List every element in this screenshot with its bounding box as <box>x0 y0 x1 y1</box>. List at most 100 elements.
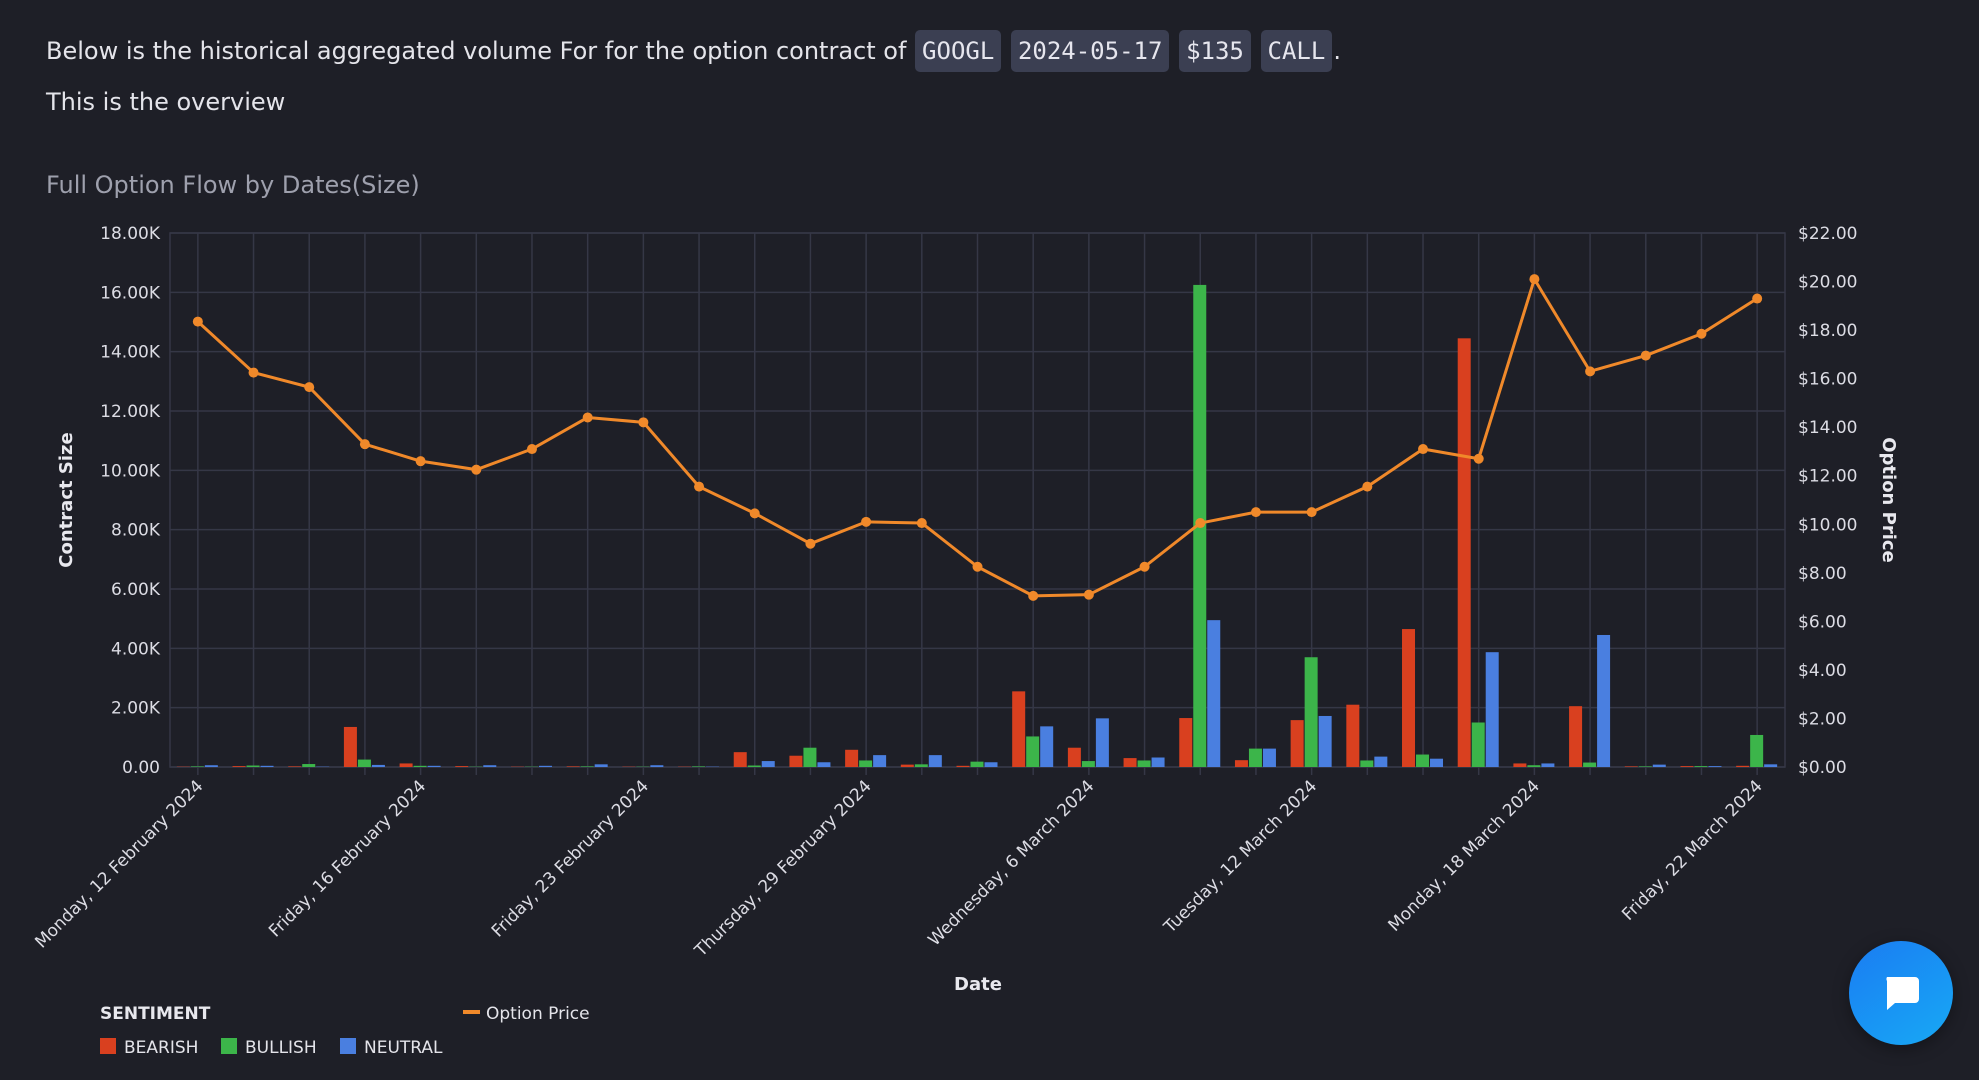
intro-text: Below is the historical aggregated volum… <box>46 37 907 65</box>
y2-tick-label: $10.00 <box>1798 515 1857 535</box>
bar-bearish <box>1123 758 1137 767</box>
bar-bullish <box>1638 766 1652 767</box>
overview-text: This is the overview <box>46 88 286 116</box>
bar-bullish <box>1750 734 1764 767</box>
option-price-point <box>972 561 983 572</box>
bar-neutral <box>1262 748 1276 767</box>
bar-bullish <box>1304 657 1318 767</box>
option-type-code: CALL <box>1260 30 1333 72</box>
expiry-code: 2024-05-17 <box>1010 30 1170 72</box>
bar-bearish <box>956 765 970 767</box>
bar-bullish <box>1583 762 1597 767</box>
chat-button[interactable] <box>1849 941 1953 1045</box>
bar-bearish <box>900 764 914 767</box>
bar-bullish <box>859 760 873 767</box>
bar-neutral <box>1652 764 1666 767</box>
bar-bearish <box>343 726 357 767</box>
option-price-point <box>1585 366 1596 377</box>
option-price-point <box>304 382 315 393</box>
bar-bearish <box>1179 718 1193 767</box>
legend-swatch-bullish <box>221 1038 237 1054</box>
y-tick-label: 0.00 <box>122 758 160 778</box>
bar-neutral <box>761 761 775 767</box>
option-price-point <box>415 456 426 467</box>
bar-bearish <box>1736 765 1750 767</box>
chat-bubble-icon <box>1886 977 1919 1010</box>
bar-neutral <box>1095 718 1109 767</box>
y2-tick-label: $0.00 <box>1798 758 1847 778</box>
bar-bearish <box>399 763 413 767</box>
bar-bullish <box>302 764 316 767</box>
option-price-point <box>1418 444 1429 455</box>
y2-tick-label: $4.00 <box>1798 661 1847 681</box>
y-tick-label: 14.00K <box>100 343 161 363</box>
bar-bearish <box>1346 704 1360 767</box>
bar-bullish <box>1694 766 1708 767</box>
option-price-point <box>1640 350 1651 361</box>
bar-neutral <box>371 764 385 767</box>
option-price-point <box>1752 293 1763 304</box>
option-price-point <box>1083 589 1094 600</box>
option-price-point <box>1696 328 1707 339</box>
bar-bullish <box>970 761 984 767</box>
bar-neutral <box>928 755 942 767</box>
bar-neutral <box>1708 766 1722 767</box>
bar-bullish <box>1416 754 1430 767</box>
y2-tick-label: $14.00 <box>1798 418 1857 438</box>
strike-code: $135 <box>1179 30 1251 72</box>
legend-label-neutral: NEUTRAL <box>364 1038 443 1058</box>
legend-label-option-price: Option Price <box>486 1004 590 1024</box>
bar-bearish <box>566 766 580 767</box>
bar-bearish <box>1513 763 1527 767</box>
x-tick-label: Monday, 18 March 2024 <box>1385 776 1544 935</box>
y-tick-label: 8.00K <box>111 521 161 541</box>
bar-neutral <box>984 762 998 767</box>
option-price-point <box>526 444 537 455</box>
y-tick-label: 4.00K <box>111 639 161 659</box>
y2-tick-label: $18.00 <box>1798 321 1857 341</box>
legend-group-title: SENTIMENT <box>100 1004 211 1024</box>
bar-bearish <box>1290 720 1304 767</box>
bar-bullish <box>803 747 817 767</box>
ticker-code: GOOGL <box>915 30 1002 72</box>
x-tick-label: Friday, 16 February 2024 <box>265 776 430 941</box>
bar-neutral <box>427 765 441 767</box>
x-tick-label: Friday, 23 February 2024 <box>488 776 653 941</box>
legend-swatch-bearish <box>100 1038 116 1054</box>
legend-label-bearish: BEARISH <box>124 1038 198 1058</box>
bar-bearish <box>1402 629 1416 767</box>
bar-bearish <box>1012 691 1026 767</box>
x-tick-label: Monday, 12 February 2024 <box>31 776 207 952</box>
y-tick-label: 2.00K <box>111 699 161 719</box>
option-price-point <box>471 464 482 475</box>
bar-neutral <box>1151 757 1165 767</box>
y-tick-label: 16.00K <box>100 283 161 303</box>
option-price-point <box>1195 518 1206 529</box>
y2-tick-label: $22.00 <box>1798 224 1857 244</box>
bar-bearish <box>789 755 803 767</box>
bar-bullish <box>1527 765 1541 767</box>
bar-bullish <box>914 764 928 767</box>
y2-tick-label: $20.00 <box>1798 273 1857 293</box>
bar-bullish <box>692 766 706 767</box>
bar-neutral <box>1207 620 1221 767</box>
bar-neutral <box>1541 763 1555 767</box>
option-price-point <box>694 481 705 492</box>
bar-neutral <box>594 764 608 767</box>
y-axis-title: Contract Size <box>56 432 77 567</box>
bar-bullish <box>357 759 371 767</box>
bar-bullish <box>1360 760 1374 767</box>
bar-neutral <box>1485 652 1499 767</box>
chart-title: Full Option Flow by Dates(Size) <box>46 171 420 199</box>
bar-neutral <box>873 755 887 767</box>
bar-neutral <box>650 765 664 767</box>
x-tick-label: Thursday, 29 February 2024 <box>690 776 875 961</box>
legend-label-bullish: BULLISH <box>245 1038 317 1058</box>
bar-bullish <box>1081 761 1095 767</box>
bar-bearish <box>1457 338 1471 767</box>
bar-bearish <box>1569 706 1583 767</box>
option-price-point <box>1028 590 1039 601</box>
bar-neutral <box>1040 726 1054 767</box>
option-price-point <box>1362 481 1373 492</box>
